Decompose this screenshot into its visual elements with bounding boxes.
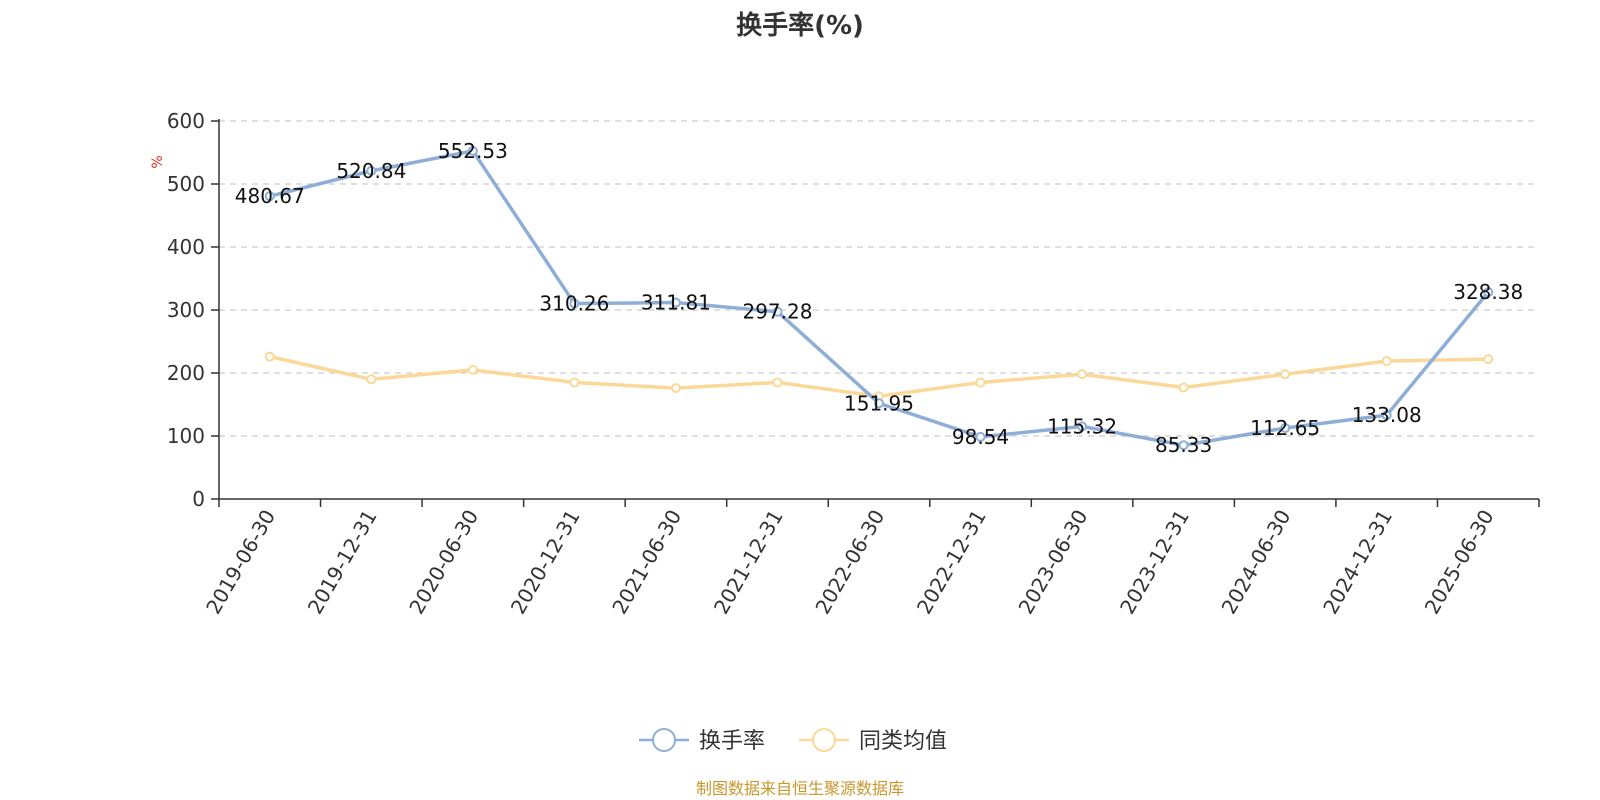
data-point[interactable] — [264, 191, 275, 202]
legend[interactable]: 换手率 同类均值 — [639, 728, 947, 754]
data-label: 311.81 — [641, 291, 711, 315]
y-tick-label: 200 — [167, 361, 205, 385]
data-point[interactable] — [1381, 410, 1392, 421]
chart-title: 换手率(%) — [736, 10, 864, 41]
grid-lines — [219, 120, 1539, 437]
x-tick-label: 2023-06-30 — [1014, 506, 1093, 619]
data-label: 115.32 — [1047, 414, 1117, 438]
data-point[interactable] — [1077, 369, 1088, 380]
x-tick-label: 2025-06-30 — [1420, 506, 1499, 619]
data-label: 112.65 — [1250, 416, 1320, 440]
data-label: 520.84 — [336, 159, 406, 183]
data-point[interactable] — [1483, 354, 1494, 365]
data-point[interactable] — [467, 364, 478, 375]
y-tick-label: 300 — [167, 298, 205, 322]
x-tick-label: 2022-12-31 — [912, 506, 991, 619]
y-tick-label: 100 — [167, 424, 205, 448]
data-point[interactable] — [1381, 356, 1392, 367]
data-point[interactable] — [1483, 287, 1494, 298]
data-point[interactable] — [569, 298, 580, 309]
data-point[interactable] — [569, 377, 580, 388]
data-point[interactable] — [1280, 369, 1291, 380]
data-point[interactable] — [1077, 421, 1088, 432]
data-label: 98.54 — [952, 425, 1009, 449]
y-tick-label: 600 — [167, 109, 205, 133]
y-tick-label: 500 — [167, 172, 205, 196]
data-point[interactable] — [467, 145, 478, 156]
data-label: 297.28 — [742, 300, 812, 324]
axes: 0 100 200 300 400 500 600 2019-06-30 2019-12-31 2… — [167, 109, 1540, 619]
legend-item-peer-average[interactable]: 同类均值 — [799, 728, 947, 754]
legend-label: 同类均值 — [859, 729, 947, 754]
data-point[interactable] — [772, 306, 783, 317]
data-point[interactable] — [772, 377, 783, 388]
data-point[interactable] — [670, 297, 681, 308]
x-tick-label: 2020-12-31 — [506, 506, 585, 619]
data-label: 552.53 — [438, 139, 508, 163]
legend-item-turnover[interactable]: 换手率 — [639, 728, 765, 754]
data-point[interactable] — [975, 431, 986, 442]
x-tick-label: 2021-06-30 — [607, 506, 686, 619]
data-label: 85.33 — [1155, 433, 1212, 457]
y-axis-unit-label: % — [150, 155, 166, 168]
x-tick-label: 2019-06-30 — [201, 506, 280, 619]
x-tick-label: 2021-12-31 — [709, 506, 788, 619]
data-label: 480.67 — [235, 184, 305, 208]
data-point[interactable] — [1280, 423, 1291, 434]
x-tick-label: 2024-06-30 — [1217, 506, 1296, 619]
data-point[interactable] — [670, 383, 681, 394]
data-point[interactable] — [874, 398, 884, 409]
legend-label: 换手率 — [699, 729, 765, 754]
data-labels: 480.67 520.84 552.53 310.26 311.81 297.28 151.… — [235, 139, 1523, 457]
data-label: 328.38 — [1453, 280, 1523, 304]
x-tick-label: 2022-06-30 — [810, 506, 889, 619]
x-tick-label: 2019-12-31 — [303, 506, 382, 619]
x-tick-label: 2023-12-31 — [1115, 506, 1194, 619]
data-point[interactable] — [264, 351, 275, 362]
legend-marker — [652, 728, 676, 752]
data-point[interactable] — [1178, 382, 1189, 393]
data-label: 310.26 — [539, 292, 609, 316]
y-tick-label: 0 — [192, 487, 205, 511]
data-point[interactable] — [1178, 440, 1189, 451]
source-footer: 制图数据来自恒生聚源数据库 — [696, 779, 904, 798]
x-tick-label: 2020-06-30 — [404, 506, 483, 619]
data-point[interactable] — [366, 165, 377, 176]
y-tick-label: 400 — [167, 235, 205, 259]
data-point[interactable] — [366, 374, 377, 385]
legend-marker — [812, 728, 836, 752]
data-label: 133.08 — [1352, 403, 1422, 427]
data-point[interactable] — [975, 377, 986, 388]
data-label: 151.95 — [844, 391, 914, 415]
series-lines — [264, 145, 1494, 451]
x-tick-label: 2024-12-31 — [1318, 506, 1397, 619]
